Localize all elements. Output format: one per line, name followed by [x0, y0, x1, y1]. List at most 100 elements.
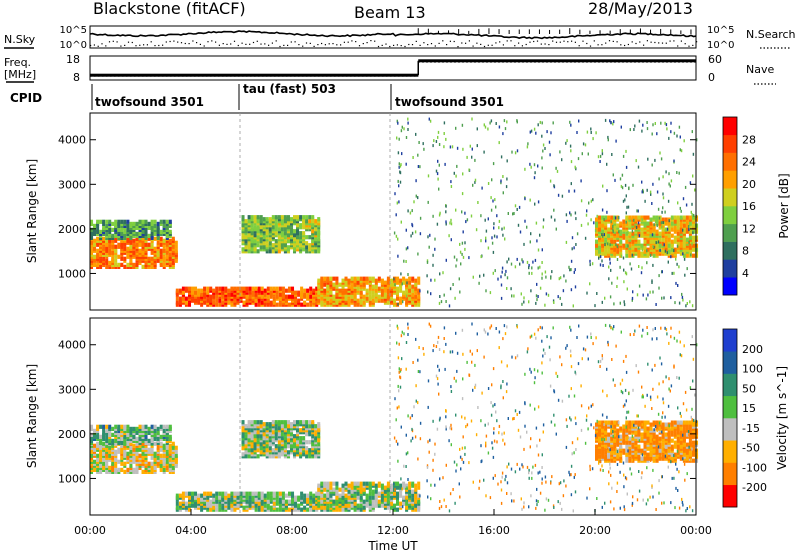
velocity-echo-cell: [215, 503, 219, 508]
power-scatter-point: [678, 265, 680, 269]
power-echo-cell: [368, 276, 372, 281]
power-scatter-point: [657, 240, 660, 244]
velocity-echo-cell: [371, 489, 375, 494]
noise-search-point: [97, 45, 99, 47]
power-scatter-point: [559, 296, 561, 300]
power-scatter-point: [523, 300, 525, 304]
power-echo-cell: [247, 249, 251, 254]
velocity-echo-cell: [102, 424, 106, 429]
power-echo-cell: [664, 227, 668, 232]
power-scatter-point: [693, 213, 695, 217]
power-scatter-point: [651, 202, 653, 205]
noise-search-point: [162, 44, 164, 46]
velocity-echo-cell: [108, 465, 112, 470]
power-scatter-point: [397, 151, 400, 155]
power-echo-cell: [634, 235, 638, 240]
velocity-echo-cell: [280, 424, 284, 429]
power-echo-cell: [126, 219, 130, 224]
velocity-echo-cell: [302, 452, 306, 457]
colorbar-block: [723, 241, 737, 260]
velocity-echo-cell: [90, 424, 94, 429]
velocity-echo-cell: [278, 497, 282, 502]
velocity-echo-cell: [667, 426, 671, 431]
power-echo-cell: [150, 231, 154, 236]
velocity-echo-cell: [120, 424, 124, 429]
power-echo-cell: [652, 215, 656, 220]
velocity-echo-cell: [256, 430, 260, 435]
power-scatter-point: [415, 132, 417, 136]
velocity-echo-cells: [90, 322, 699, 513]
power-echo-cell: [341, 278, 345, 283]
velocity-echo-cell: [263, 493, 267, 498]
velocity-echo-cell: [236, 491, 240, 496]
power-echo-cell: [275, 302, 279, 307]
power-echo-cell: [108, 248, 112, 253]
power-echo-cell: [244, 239, 248, 244]
velocity-echo-cell: [664, 444, 668, 449]
velocity-echo-cell: [652, 420, 656, 425]
power-echo-cell: [362, 294, 366, 299]
power-scatter-point: [465, 220, 467, 224]
colorbar-tick-label: 28: [742, 133, 756, 146]
velocity-echo-cell: [315, 505, 319, 510]
noise-search-point: [514, 45, 516, 47]
power-echo-cell: [688, 225, 692, 230]
velocity-echo-cell: [132, 447, 136, 452]
velocity-echo-cell: [171, 465, 175, 470]
power-echo-cell: [239, 286, 243, 291]
power-echo-cell: [643, 239, 647, 244]
power-scatter-point: [489, 291, 492, 295]
power-scatter-point: [529, 130, 531, 134]
velocity-echo-cell: [117, 432, 121, 437]
power-scatter-point: [503, 226, 505, 230]
velocity-echo-cell: [123, 424, 127, 429]
power-echo-cell: [365, 288, 369, 293]
velocity-echo-cell: [247, 448, 251, 453]
velocity-echo-cell: [356, 503, 360, 508]
power-scatter-point: [439, 295, 441, 298]
power-echo-cell: [141, 250, 145, 255]
power-echo-cell: [150, 244, 154, 249]
velocity-echo-cell: [271, 448, 275, 453]
power-scatter-point: [445, 220, 447, 224]
power-echo-cell: [138, 242, 142, 247]
power-echo-cell: [616, 229, 620, 234]
power-echo-cell: [350, 284, 354, 289]
power-echo-cell: [293, 233, 297, 238]
velocity-echo-cell: [377, 499, 381, 504]
freq-left-tick-bottom: 8: [73, 71, 80, 84]
power-echo-cell: [631, 239, 635, 244]
power-echo-cell: [402, 276, 406, 281]
power-echo-cell: [147, 242, 151, 247]
noise-search-point: [150, 41, 152, 43]
power-scatter-point: [590, 131, 592, 134]
power-scatter-point: [462, 147, 464, 151]
velocity-echo-cell: [275, 491, 279, 496]
power-echo-cell: [244, 229, 248, 234]
power-scatter-point: [428, 117, 430, 121]
power-echo-cell: [141, 236, 145, 241]
power-echo-cell: [305, 215, 309, 220]
power-scatter-point: [664, 210, 666, 214]
power-scatter-point: [685, 203, 688, 207]
velocity-echo-cell: [308, 440, 312, 445]
power-echo-cell: [311, 229, 315, 234]
velocity-echo-cell: [174, 445, 178, 450]
noise-search-point: [226, 43, 228, 45]
velocity-echo-cell: [682, 428, 686, 433]
power-scatter-point: [535, 294, 538, 298]
power-scatter-point: [597, 155, 600, 159]
power-echo-cell: [296, 223, 300, 228]
power-scatter-point: [666, 251, 668, 255]
velocity-echo-cell: [350, 481, 354, 486]
power-echo-cell: [661, 237, 665, 242]
noise-search-point: [419, 44, 421, 46]
power-scatter-point: [428, 245, 430, 249]
velocity-echo-cell: [90, 432, 94, 437]
velocity-echo-cell: [287, 450, 291, 455]
power-echo-cell: [138, 238, 142, 243]
power-scatter-point: [536, 298, 538, 302]
power-echo-cell: [613, 239, 617, 244]
velocity-echo-cell: [278, 491, 282, 496]
